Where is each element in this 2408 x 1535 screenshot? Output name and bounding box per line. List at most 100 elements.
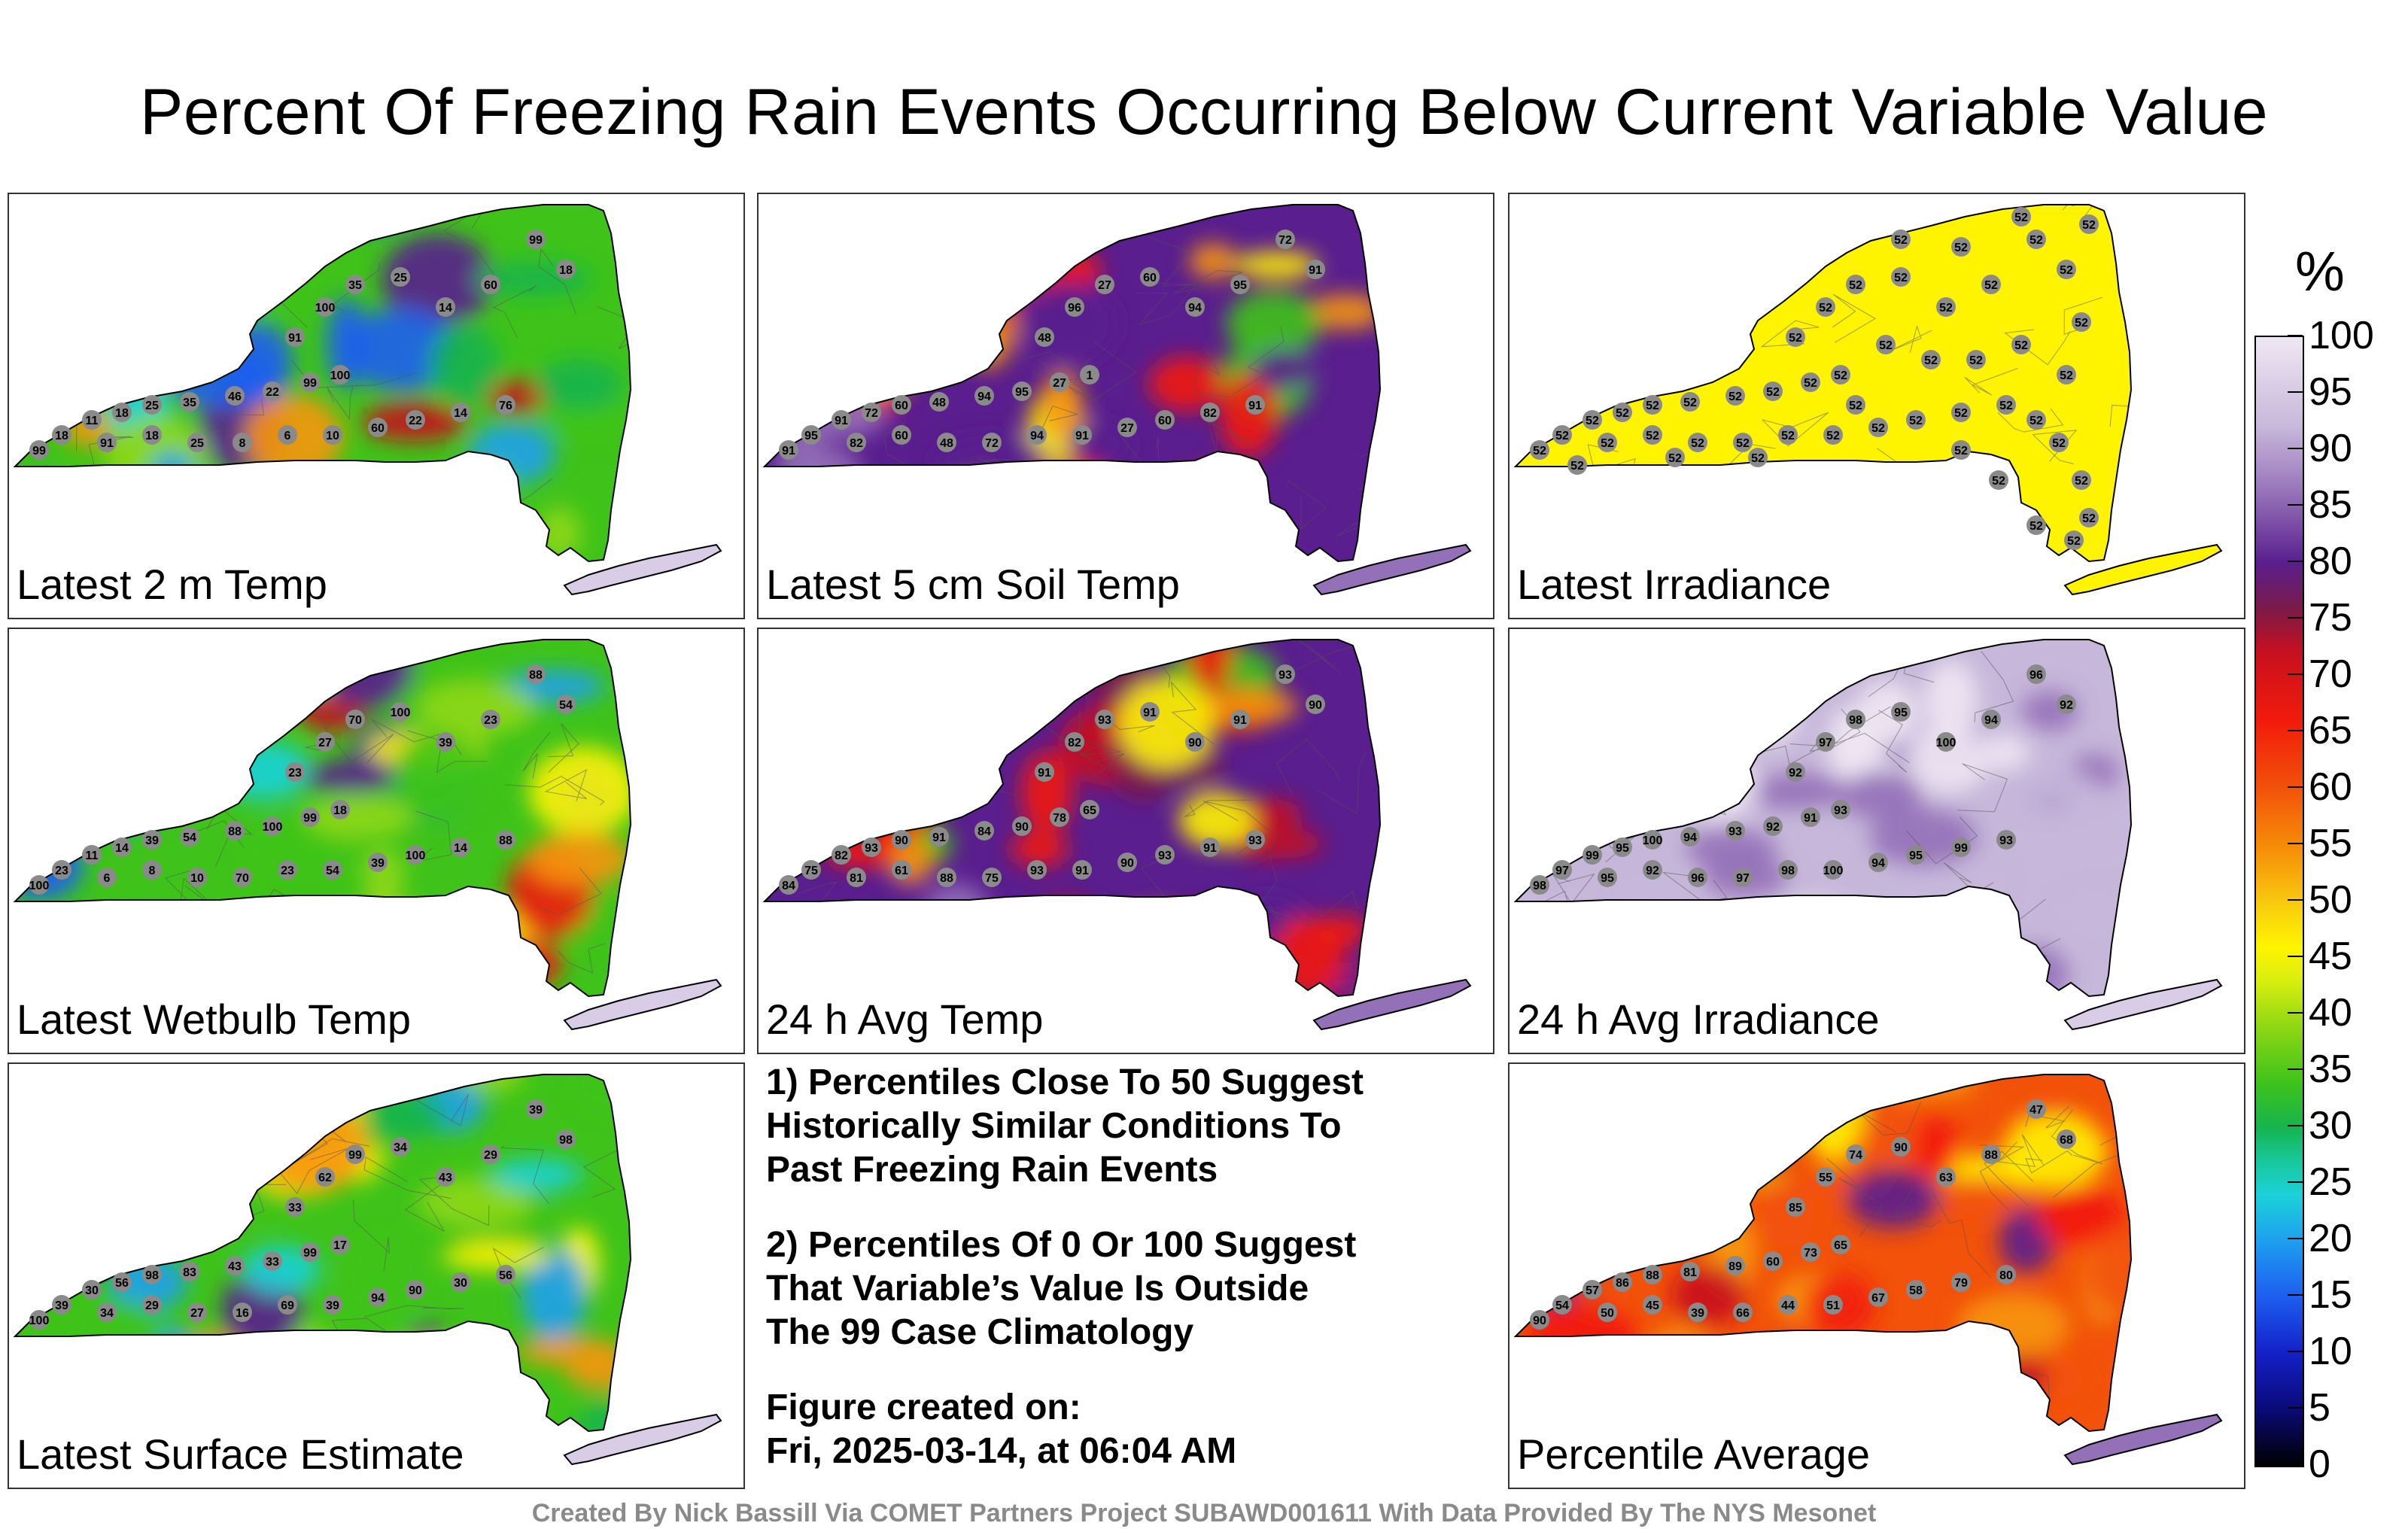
station-dot [1140,267,1160,287]
station-dot [1688,433,1707,452]
station-dot [1906,845,1926,865]
station-dot [1027,860,1047,880]
station-value: 52 [1616,407,1629,420]
station-dot [1095,710,1114,729]
station-value: 52 [1849,400,1862,412]
station-dot [278,860,297,880]
station-dot [1816,732,1835,752]
station-value: 60 [1766,1256,1780,1269]
station-value: 52 [2082,219,2096,232]
station-value: 52 [1939,302,1953,315]
station-dot [1643,860,1662,880]
station-dot [1846,1144,1865,1164]
station-dot [892,860,911,880]
station-dot [345,1144,365,1164]
station-dot [1936,732,1956,752]
station-value: 100 [1936,737,1956,749]
colorbar-tick-mark [2288,391,2303,393]
station-dot [451,1272,470,1292]
station-dot [1891,1137,1911,1157]
station-dot [847,433,866,452]
station-value: 72 [865,407,878,420]
station-dot [2049,433,2069,452]
station-value: 39 [371,857,385,870]
station-dot [1891,267,1911,287]
map-panel-wetbulb: 100 23 11 14 39 54 88 100 99 18 6 8 10 70 23 54 39 100 14 8… [8,628,745,1054]
station-dot [1117,853,1137,872]
station-value: 33 [266,1256,279,1269]
station-value: 61 [895,865,908,877]
station-dot [2026,515,2046,535]
station-value: 91 [835,415,848,427]
station-dot [225,386,245,406]
station-dot [1996,830,2016,850]
station-value: 52 [1924,354,1938,367]
colorbar-tick-mark [2288,1181,2303,1183]
ny-map: 84 75 82 93 90 91 84 90 78 65 81 61 88 75 93 91 90 93 91 93… [762,639,1472,1031]
panel-label: Latest Wetbulb Temp [17,995,412,1043]
station-value: 48 [940,437,953,450]
colorbar-tick-label: 65 [2309,709,2352,752]
station-value: 23 [281,865,294,877]
colorbar-tick-mark [2288,1464,2303,1465]
colorbar-tick-label: 40 [2309,991,2352,1035]
station-value: 72 [985,437,999,450]
station-value: 94 [1030,430,1044,442]
panel-label: Latest 2 m Temp [17,561,327,608]
station-value: 93 [1030,865,1044,877]
colorbar-tick-label: 30 [2309,1104,2352,1147]
station-value: 51 [1826,1299,1840,1312]
station-dot [892,830,911,850]
station-dot [180,1262,199,1281]
station-dot [2057,260,2076,279]
station-value: 63 [1939,1172,1953,1184]
station-dot [300,1242,320,1262]
station-value: 52 [2067,535,2081,548]
station-dot [862,837,881,857]
station-dot [1230,275,1250,294]
station-dot [1306,695,1325,714]
station-value: 52 [2014,339,2028,352]
station-dot [436,1167,455,1187]
colorbar-tick-mark [2288,1238,2303,1239]
station-value: 29 [484,1149,497,1162]
station-value: 95 [1015,386,1029,399]
colorbar-tick-label: 45 [2309,935,2352,978]
station-value: 96 [1068,302,1081,315]
station-dot [52,1295,71,1315]
station-dot [1831,800,1850,819]
station-dot [451,837,470,857]
station-value: 18 [333,804,347,817]
station-dot [1027,425,1047,445]
station-value: 98 [1533,880,1546,892]
station-dot [1680,827,1700,847]
station-dot [1035,327,1054,347]
note-line: Fri, 2025-03-14, at 06:04 AM [766,1431,1237,1471]
station-value: 52 [1728,391,1742,403]
station-dot [1801,1242,1820,1262]
state-outline [1513,204,2133,563]
station-dot [436,297,455,317]
station-dot [1951,237,1971,257]
station-dot [1906,410,1926,430]
station-dot [496,1265,515,1284]
station-value: 50 [1601,1307,1614,1320]
station-dot [1966,350,1986,369]
colorbar-tick-label: 55 [2309,822,2352,865]
station-value: 79 [1954,1277,1968,1290]
station-dot [82,410,102,430]
station-value: 80 [1999,1269,2013,1282]
station-dot [1763,816,1783,836]
station-dot [556,260,576,279]
station-dot [1095,275,1114,294]
station-dot [496,395,515,415]
station-value: 52 [2014,211,2028,224]
station-value: 88 [228,825,242,838]
station-value: 97 [1555,865,1569,877]
station-value: 27 [190,1307,204,1320]
station-dot [1868,1287,1888,1307]
station-dot [1200,837,1220,857]
station-value: 54 [559,699,573,712]
station-value: 93 [1158,850,1172,862]
station-value: 39 [145,834,159,847]
